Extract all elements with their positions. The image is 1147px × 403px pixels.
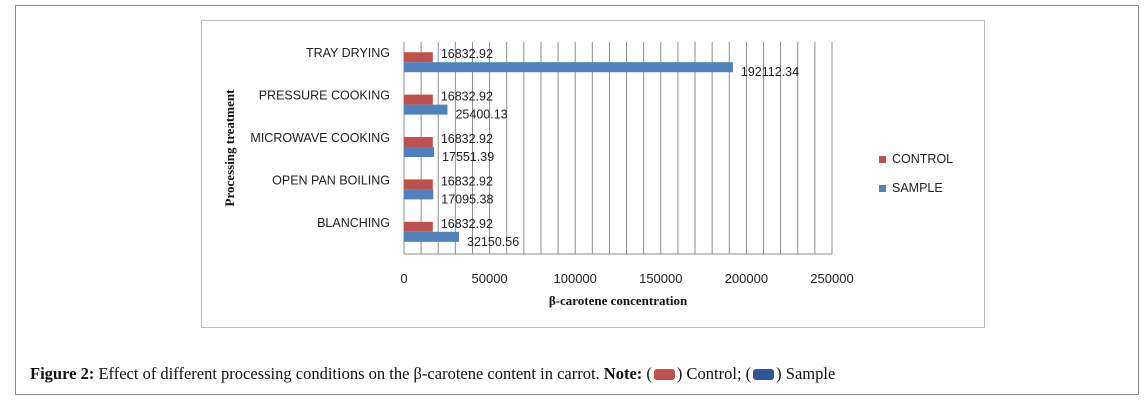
category-label: PRESSURE COOKING <box>259 89 390 103</box>
control-swatch <box>653 369 675 380</box>
category-label: BLANCHING <box>317 216 390 230</box>
legend-swatch <box>879 185 886 192</box>
figure-caption: Figure 2: Effect of different processing… <box>30 364 835 384</box>
caption-label: Figure 2: <box>30 364 95 383</box>
x-tick-label: 250000 <box>810 271 853 286</box>
data-label-control: 16832.92 <box>441 90 493 104</box>
data-label-sample: 192112.34 <box>741 65 799 79</box>
caption-control-text: ) Control; ( <box>676 364 752 383</box>
x-tick-label: 0 <box>400 271 407 286</box>
bar-control <box>404 179 433 190</box>
bar-sample <box>404 189 434 200</box>
bar-control <box>404 94 433 105</box>
x-axis-title: β-carotene concentration <box>549 293 688 308</box>
y-axis-title: Processing treatment <box>222 89 237 207</box>
legend-swatch <box>879 156 886 163</box>
data-label-control: 16832.92 <box>441 174 493 188</box>
bar-sample <box>404 147 435 157</box>
data-label-sample: 32150.56 <box>467 235 519 249</box>
category-label: OPEN PAN BOILING <box>272 173 390 187</box>
data-label-sample: 25400.13 <box>455 108 507 122</box>
data-label-control: 16832.92 <box>441 47 493 61</box>
data-label-control: 16832.92 <box>441 217 493 231</box>
legend-label: SAMPLE <box>892 181 943 195</box>
data-label-control: 16832.92 <box>441 132 493 146</box>
sample-swatch <box>753 369 775 380</box>
caption-note-label: Note: <box>603 364 643 383</box>
caption-text: Effect of different processing condition… <box>94 364 604 383</box>
data-label-sample: 17551.39 <box>442 150 494 164</box>
x-tick-label: 200000 <box>725 271 768 286</box>
legend-label: CONTROL <box>892 152 953 166</box>
x-tick-label: 50000 <box>472 271 508 286</box>
bar-control <box>404 52 433 63</box>
caption-open: ( <box>642 364 652 383</box>
x-tick-label: 100000 <box>554 271 597 286</box>
x-tick-label: 150000 <box>639 271 682 286</box>
bar-sample <box>404 62 733 73</box>
caption-sample-text: ) Sample <box>776 364 836 383</box>
bar-control <box>404 137 433 147</box>
bar-sample <box>404 231 460 242</box>
category-label: MICROWAVE COOKING <box>250 131 390 145</box>
bar-control <box>404 221 433 232</box>
data-label-sample: 17095.38 <box>441 192 493 206</box>
bar-sample <box>404 104 448 115</box>
category-label: TRAY DRYING <box>306 46 390 60</box>
figure-frame <box>15 5 1139 395</box>
